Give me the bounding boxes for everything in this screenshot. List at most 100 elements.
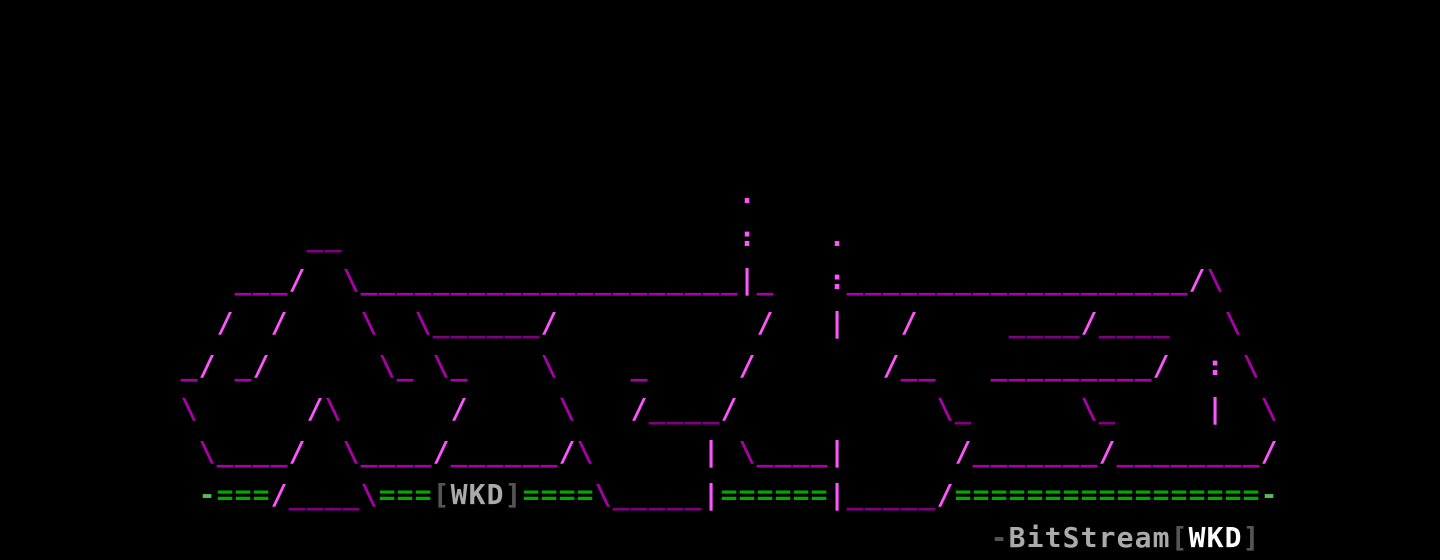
- art-char: =: [1044, 478, 1062, 511]
- art-char: [486, 387, 504, 430]
- art-char: _: [702, 263, 720, 296]
- art-char: [1044, 387, 1062, 430]
- art-char: [450, 172, 468, 215]
- art-char: ]: [504, 478, 522, 511]
- art-char: [126, 473, 144, 516]
- art-char: [918, 516, 936, 559]
- art-char: _: [540, 263, 558, 296]
- art-char: [594, 301, 612, 344]
- art-char: |: [738, 263, 756, 296]
- art-char: \: [1206, 263, 1224, 296]
- art-char: |: [702, 435, 720, 468]
- art-char: _: [1062, 263, 1080, 296]
- art-char: [450, 215, 468, 258]
- art-char: _: [1098, 306, 1116, 339]
- art-char: =: [216, 478, 234, 511]
- art-char: [486, 516, 504, 559]
- art-char: _: [666, 478, 684, 511]
- art-char: _: [900, 263, 918, 296]
- art-char: _: [396, 435, 414, 468]
- art-char: D: [486, 478, 504, 511]
- art-char: [432, 516, 450, 559]
- art-char: [378, 215, 396, 258]
- art-char: /: [270, 306, 288, 339]
- art-char: [522, 387, 540, 430]
- art-char: B: [1008, 521, 1026, 554]
- art-char: [774, 301, 792, 344]
- art-char: =: [1098, 478, 1116, 511]
- art-char: [126, 301, 144, 344]
- art-char: [288, 215, 306, 258]
- art-char: _: [1116, 435, 1134, 468]
- art-char: [342, 172, 360, 215]
- art-char: [792, 215, 810, 258]
- art-char: /: [1188, 263, 1206, 296]
- art-char: [756, 387, 774, 430]
- art-char: [576, 215, 594, 258]
- art-char: /: [1260, 435, 1278, 468]
- art-char: [36, 430, 54, 473]
- art-char: _: [1044, 349, 1062, 382]
- art-char: _: [1008, 306, 1026, 339]
- art-char: [1224, 387, 1242, 430]
- art-char: [954, 516, 972, 559]
- art-char: _: [486, 306, 504, 339]
- art-char: [774, 215, 792, 258]
- art-char: _: [1026, 306, 1044, 339]
- art-char: \: [414, 306, 432, 339]
- art-char: -: [1260, 478, 1278, 511]
- art-char: W: [450, 478, 468, 511]
- art-char: _: [1044, 435, 1062, 468]
- art-char: =: [738, 478, 756, 511]
- art-char: _: [468, 306, 486, 339]
- art-char: [324, 172, 342, 215]
- art-char: [936, 301, 954, 344]
- art-char: [144, 516, 162, 559]
- art-char: [108, 344, 126, 387]
- art-char: =: [1026, 478, 1044, 511]
- art-char: [72, 301, 90, 344]
- art-char: [0, 387, 18, 430]
- art-char: [306, 344, 324, 387]
- art-char: [90, 516, 108, 559]
- art-char: _: [648, 263, 666, 296]
- art-char: =: [540, 478, 558, 511]
- art-char: [270, 387, 288, 430]
- art-char: [162, 430, 180, 473]
- art-char: [252, 301, 270, 344]
- art-char: [54, 430, 72, 473]
- art-char: [468, 172, 486, 215]
- art-char: [36, 387, 54, 430]
- art-char: [288, 516, 306, 559]
- art-char: [702, 172, 720, 215]
- art-char: _: [270, 435, 288, 468]
- art-char: [648, 516, 666, 559]
- art-char: [1134, 387, 1152, 430]
- art-char: _: [450, 263, 468, 296]
- art-char: _: [396, 263, 414, 296]
- art-char: [18, 473, 36, 516]
- art-char: =: [1008, 478, 1026, 511]
- art-char: [126, 516, 144, 559]
- art-char: [342, 344, 360, 387]
- art-char: [252, 516, 270, 559]
- art-char: [414, 172, 432, 215]
- art-char: _: [612, 478, 630, 511]
- art-char: [882, 387, 900, 430]
- art-char: [396, 387, 414, 430]
- art-char: [630, 430, 648, 473]
- art-char: _: [810, 435, 828, 468]
- art-char: [288, 344, 306, 387]
- art-char: [252, 215, 270, 258]
- art-char: _: [1080, 263, 1098, 296]
- art-char: e: [1116, 521, 1134, 554]
- art-char: [360, 516, 378, 559]
- art-char: [540, 215, 558, 258]
- art-char: [18, 516, 36, 559]
- art-char: _: [180, 349, 198, 382]
- art-char: /: [1098, 435, 1116, 468]
- art-char: m: [1152, 521, 1170, 554]
- art-char: [702, 301, 720, 344]
- art-char: [36, 215, 54, 258]
